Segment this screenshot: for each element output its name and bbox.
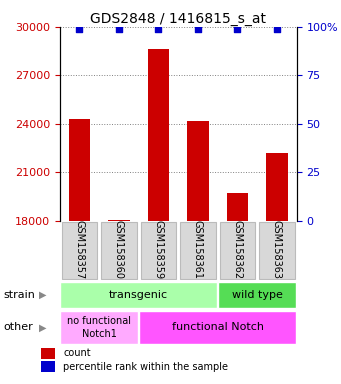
FancyBboxPatch shape xyxy=(140,222,176,279)
Bar xyxy=(266,153,288,221)
FancyBboxPatch shape xyxy=(180,222,216,279)
Point xyxy=(235,26,240,32)
FancyBboxPatch shape xyxy=(219,282,296,308)
Title: GDS2848 / 1416815_s_at: GDS2848 / 1416815_s_at xyxy=(90,12,266,26)
Text: functional Notch: functional Notch xyxy=(172,322,264,333)
Text: ▶: ▶ xyxy=(39,290,47,300)
Point xyxy=(116,26,122,32)
Text: GSM158361: GSM158361 xyxy=(193,220,203,279)
Text: wild type: wild type xyxy=(232,290,283,300)
Bar xyxy=(41,348,55,359)
Text: other: other xyxy=(3,322,33,333)
Bar xyxy=(226,193,248,221)
Text: GSM158362: GSM158362 xyxy=(233,220,242,279)
Bar xyxy=(69,119,90,221)
FancyBboxPatch shape xyxy=(259,222,295,279)
Point xyxy=(274,26,280,32)
Bar xyxy=(108,220,130,221)
FancyBboxPatch shape xyxy=(220,222,255,279)
FancyBboxPatch shape xyxy=(139,311,296,344)
FancyBboxPatch shape xyxy=(60,282,217,308)
Bar xyxy=(41,361,55,372)
FancyBboxPatch shape xyxy=(101,222,137,279)
Text: ▶: ▶ xyxy=(39,322,47,333)
Point xyxy=(156,26,161,32)
Bar xyxy=(148,49,169,221)
Text: transgenic: transgenic xyxy=(109,290,168,300)
FancyBboxPatch shape xyxy=(62,222,97,279)
Text: no functional
Notch1: no functional Notch1 xyxy=(67,316,131,339)
Point xyxy=(77,26,82,32)
Text: GSM158359: GSM158359 xyxy=(153,220,163,279)
FancyBboxPatch shape xyxy=(60,311,138,344)
Text: strain: strain xyxy=(3,290,35,300)
Text: GSM158357: GSM158357 xyxy=(74,220,85,279)
Point xyxy=(195,26,201,32)
Text: count: count xyxy=(63,348,91,358)
Text: percentile rank within the sample: percentile rank within the sample xyxy=(63,362,228,372)
Bar xyxy=(187,121,209,221)
Text: GSM158363: GSM158363 xyxy=(272,220,282,279)
Text: GSM158360: GSM158360 xyxy=(114,220,124,279)
